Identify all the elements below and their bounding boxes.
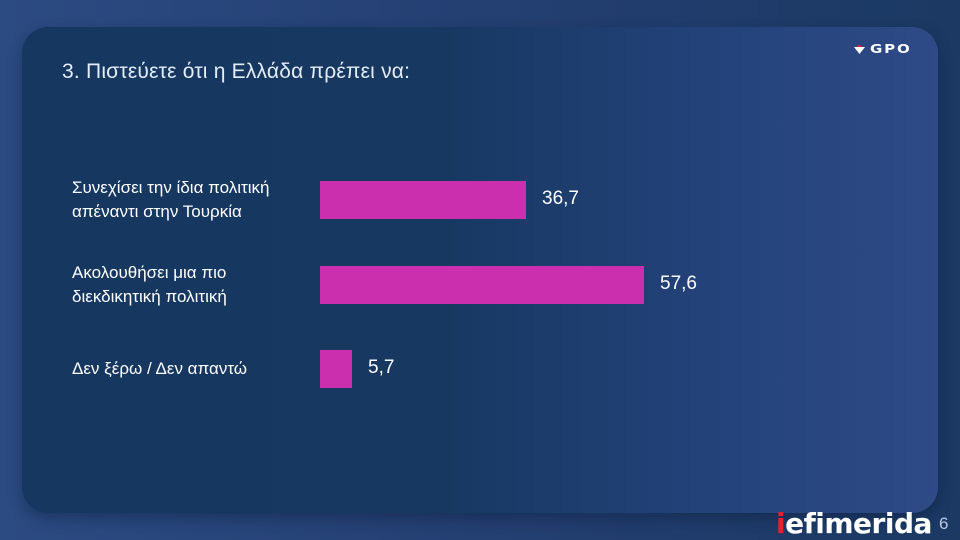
chart-title: 3. Πιστεύετε ότι η Ελλάδα πρέπει να: <box>62 60 411 83</box>
bar-value: 36,7 <box>542 188 579 209</box>
brand-name: efimerida <box>785 507 932 540</box>
bar-label-line: απέναντι στην Τουρκία <box>72 202 242 221</box>
bar <box>320 266 644 304</box>
iefimerida-logo: iefimerida <box>776 508 932 540</box>
bar-label: Ακολουθήσει μια πιο διεκδικητική πολιτικ… <box>72 261 227 309</box>
gpo-heart-icon <box>853 44 866 55</box>
bar-value: 57,6 <box>660 273 697 294</box>
brand-prefix: i <box>776 507 786 540</box>
gpo-logo-text: GPO <box>870 42 912 56</box>
bar-value: 5,7 <box>368 357 395 378</box>
gpo-logo: GPO <box>853 42 910 56</box>
bar-label: Δεν ξέρω / Δεν απαντώ <box>72 357 247 381</box>
bar-label-line: Δεν ξέρω / Δεν απαντώ <box>72 359 248 378</box>
bar <box>320 181 526 219</box>
bar <box>320 350 352 388</box>
bar-label-line: Συνεχίσει την ίδια πολιτική <box>72 178 270 197</box>
page-number: 6 <box>939 514 949 533</box>
bar-label: Συνεχίσει την ίδια πολιτική απέναντι στη… <box>72 176 269 224</box>
bar-label-line: Ακολουθήσει μια πιο <box>72 263 227 282</box>
bar-label-line: διεκδικητική πολιτική <box>72 287 227 306</box>
